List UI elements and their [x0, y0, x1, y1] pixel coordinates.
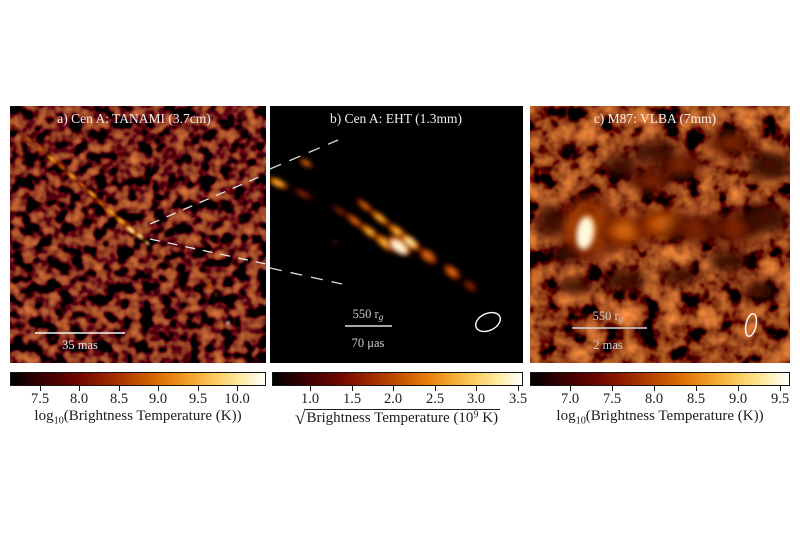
scalebar-a-label: 35 mas — [62, 338, 98, 352]
colorbar-a-tickmark — [158, 386, 159, 391]
colorbar-c-tickmark — [780, 386, 781, 391]
scalebar-c-top-label: 550 rg — [593, 309, 624, 325]
zoom-wedge-lines-a — [149, 173, 266, 265]
colorbar-a-tickmark — [237, 386, 238, 391]
scalebar-b-top-sub: g — [379, 313, 384, 323]
colorbar-c-tick-label: 9.5 — [770, 391, 790, 407]
colorbar-b: 1.0 1.5 2.0 2.5 3.0 3.5 √Brightness Temp… — [272, 372, 527, 429]
panel-c-title: c) M87: VLBA (7mm) — [594, 111, 716, 126]
colorbar-a-tick-label: 8.5 — [109, 391, 129, 407]
colorbar-a-tick-label: 9.0 — [148, 391, 168, 407]
sqrt-radical: √ — [294, 408, 306, 429]
panel-images: a) Cen A: TANAMI (3.7cm) 35 mas — [10, 106, 790, 363]
colorbar-a-label-log: log — [34, 408, 54, 424]
colorbar-a: 7.5 8.0 8.5 9.0 9.5 10.0 log10(Brightnes… — [10, 372, 266, 426]
colorbar-a-tick-label: 9.5 — [188, 391, 208, 407]
colorbar-a-tick-label: 7.5 — [30, 391, 50, 407]
colorbar-b-tick-label: 1.5 — [342, 391, 362, 407]
colorbar-b-tick-label: 3.5 — [508, 391, 528, 407]
colorbar-c-tick-label: 8.5 — [686, 391, 706, 407]
zoom-wedge-upper-a — [149, 173, 266, 225]
jet-b — [270, 157, 480, 295]
colorbar-b-tickmark — [435, 386, 436, 391]
colorbar-a-tickmark — [119, 386, 120, 391]
colorbar-c-tick-label: 7.5 — [602, 391, 622, 407]
colorbar-c-gradient — [530, 372, 790, 386]
colorbar-c-label-sub: 10 — [575, 415, 586, 427]
colorbar-a-tickmark — [40, 386, 41, 391]
colorbar-b-label-post: K) — [478, 410, 499, 427]
colorbar-c-tick-label: 8.0 — [644, 391, 664, 407]
colorbar-a-tick-label: 8.0 — [69, 391, 89, 407]
scalebar-b-top-pre: 550 r — [353, 307, 380, 321]
panel-b-image: b) Cen A: EHT (1.3mm) 550 rg 70 μas — [270, 106, 523, 363]
colorbar-c-label-rest: (Brightness Temperature (K)) — [585, 408, 764, 424]
core-c — [571, 206, 601, 258]
panel-b-title: b) Cen A: EHT (1.3mm) — [330, 111, 462, 126]
point-source-dot — [226, 321, 230, 325]
colorbar-c-tickmark — [612, 386, 613, 391]
colorbar-a-label-rest: (Brightness Temperature (K)) — [63, 408, 242, 424]
colorbar-c-tickmark — [654, 386, 655, 391]
colorbar-b-label-sup: 9 — [473, 410, 479, 422]
colorbar-b-tick-label: 1.0 — [300, 391, 320, 407]
colorbar-b-tick-label: 3.0 — [466, 391, 486, 407]
colorbar-a-label-sub: 10 — [53, 415, 64, 427]
scalebar-b-top-label: 550 rg — [353, 307, 384, 323]
zoom-wedge-lower-a — [149, 238, 266, 265]
scalebar-b-bottom-label: 70 μas — [352, 336, 385, 350]
colorbar-c-axis-label: log10(Brightness Temperature (K)) — [530, 408, 790, 426]
colorbar-c-tick-label: 7.0 — [560, 391, 580, 407]
colorbar-b-tickmark — [518, 386, 519, 391]
scalebar-c-top-pre: 550 r — [593, 309, 620, 323]
colorbar-c-tickmark — [696, 386, 697, 391]
panel-a-image: a) Cen A: TANAMI (3.7cm) 35 mas — [10, 106, 266, 363]
panel-c-image: c) M87: VLBA (7mm) 550 rg 2 mas — [530, 106, 790, 363]
colorbar-a-tickmark — [79, 386, 80, 391]
colorbar-b-tickmark — [393, 386, 394, 391]
colorbar-b-tickmark — [310, 386, 311, 391]
colorbar-c-tickmark — [738, 386, 739, 391]
colorbar-a-tick-label: 10.0 — [224, 391, 250, 407]
beam-ellipse-b — [474, 311, 502, 333]
colorbar-c-tickmark — [570, 386, 571, 391]
colorbar-b-tick-label: 2.5 — [425, 391, 445, 407]
panel-a-title: a) Cen A: TANAMI (3.7cm) — [57, 111, 211, 126]
scalebar-c-bottom-label: 2 mas — [593, 338, 623, 352]
colorbar-b-gradient — [272, 372, 523, 386]
scalebar-c-top-sub: g — [619, 315, 624, 325]
colorbar-b-label-pre: Brightness Temperature (10 — [306, 410, 474, 427]
colorbar-a-axis-label: log10(Brightness Temperature (K)) — [10, 408, 266, 426]
colorbar-c-label-log: log — [556, 408, 576, 424]
colorbar-c-tick-label: 9.0 — [728, 391, 748, 407]
colorbar-b-tickmark — [476, 386, 477, 391]
colorbar-b-axis-label: √Brightness Temperature (109 K) — [272, 408, 523, 430]
colorbar-a-tickmark — [198, 386, 199, 391]
sqrt-radicand: Brightness Temperature (109 K) — [305, 409, 501, 427]
colorbar-b-tickmark — [352, 386, 353, 391]
colorbar-c: 7.0 7.5 8.0 8.5 9.0 9.5 log10(Brightness… — [530, 372, 790, 426]
colorbar-a-gradient — [10, 372, 266, 386]
beam-ellipse-c — [744, 313, 758, 337]
colorbar-b-tick-label: 2.0 — [383, 391, 403, 407]
jet-a — [10, 123, 230, 325]
